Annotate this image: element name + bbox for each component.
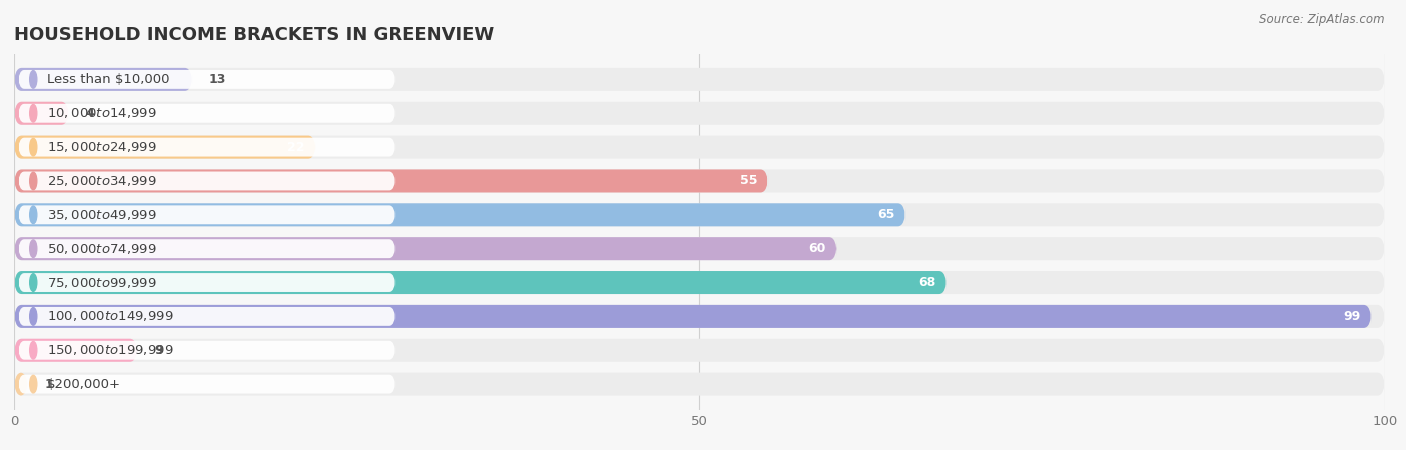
FancyBboxPatch shape bbox=[18, 239, 395, 258]
Text: $75,000 to $99,999: $75,000 to $99,999 bbox=[46, 275, 156, 289]
FancyBboxPatch shape bbox=[14, 305, 1371, 328]
Text: $10,000 to $14,999: $10,000 to $14,999 bbox=[46, 106, 156, 120]
FancyBboxPatch shape bbox=[14, 203, 1385, 226]
Circle shape bbox=[30, 308, 37, 325]
Circle shape bbox=[30, 71, 37, 88]
FancyBboxPatch shape bbox=[18, 341, 395, 360]
Text: 13: 13 bbox=[208, 73, 226, 86]
FancyBboxPatch shape bbox=[14, 68, 1385, 91]
FancyBboxPatch shape bbox=[14, 170, 768, 193]
Text: 4: 4 bbox=[86, 107, 94, 120]
FancyBboxPatch shape bbox=[18, 273, 395, 292]
FancyBboxPatch shape bbox=[18, 375, 395, 394]
FancyBboxPatch shape bbox=[14, 339, 138, 362]
FancyBboxPatch shape bbox=[18, 104, 395, 123]
FancyBboxPatch shape bbox=[18, 205, 395, 224]
FancyBboxPatch shape bbox=[18, 307, 395, 326]
Text: Less than $10,000: Less than $10,000 bbox=[46, 73, 170, 86]
FancyBboxPatch shape bbox=[14, 373, 28, 396]
FancyBboxPatch shape bbox=[14, 135, 315, 158]
FancyBboxPatch shape bbox=[18, 171, 395, 190]
Text: $25,000 to $34,999: $25,000 to $34,999 bbox=[46, 174, 156, 188]
FancyBboxPatch shape bbox=[14, 373, 1385, 396]
FancyBboxPatch shape bbox=[14, 68, 193, 91]
Circle shape bbox=[30, 104, 37, 122]
FancyBboxPatch shape bbox=[14, 271, 1385, 294]
Text: $100,000 to $149,999: $100,000 to $149,999 bbox=[46, 310, 173, 324]
Circle shape bbox=[30, 138, 37, 156]
FancyBboxPatch shape bbox=[14, 237, 1385, 260]
Circle shape bbox=[30, 240, 37, 257]
FancyBboxPatch shape bbox=[14, 305, 1385, 328]
Text: $35,000 to $49,999: $35,000 to $49,999 bbox=[46, 208, 156, 222]
Text: HOUSEHOLD INCOME BRACKETS IN GREENVIEW: HOUSEHOLD INCOME BRACKETS IN GREENVIEW bbox=[14, 26, 495, 44]
Text: 99: 99 bbox=[1343, 310, 1360, 323]
FancyBboxPatch shape bbox=[14, 339, 1385, 362]
Text: 60: 60 bbox=[808, 242, 825, 255]
FancyBboxPatch shape bbox=[14, 102, 1385, 125]
FancyBboxPatch shape bbox=[18, 70, 395, 89]
Text: 9: 9 bbox=[153, 344, 163, 357]
Circle shape bbox=[30, 206, 37, 224]
Text: $200,000+: $200,000+ bbox=[46, 378, 121, 391]
Text: 68: 68 bbox=[918, 276, 935, 289]
Circle shape bbox=[30, 375, 37, 393]
Circle shape bbox=[30, 172, 37, 190]
Text: 55: 55 bbox=[740, 175, 756, 188]
FancyBboxPatch shape bbox=[18, 138, 395, 157]
FancyBboxPatch shape bbox=[14, 271, 946, 294]
Text: 1: 1 bbox=[44, 378, 53, 391]
FancyBboxPatch shape bbox=[14, 102, 69, 125]
Circle shape bbox=[30, 342, 37, 359]
Circle shape bbox=[30, 274, 37, 291]
FancyBboxPatch shape bbox=[14, 135, 1385, 158]
FancyBboxPatch shape bbox=[14, 170, 1385, 193]
Text: $50,000 to $74,999: $50,000 to $74,999 bbox=[46, 242, 156, 256]
Text: 22: 22 bbox=[287, 140, 305, 153]
Text: $150,000 to $199,999: $150,000 to $199,999 bbox=[46, 343, 173, 357]
FancyBboxPatch shape bbox=[14, 237, 837, 260]
Text: Source: ZipAtlas.com: Source: ZipAtlas.com bbox=[1260, 14, 1385, 27]
Text: $15,000 to $24,999: $15,000 to $24,999 bbox=[46, 140, 156, 154]
FancyBboxPatch shape bbox=[14, 203, 905, 226]
Text: 65: 65 bbox=[877, 208, 894, 221]
